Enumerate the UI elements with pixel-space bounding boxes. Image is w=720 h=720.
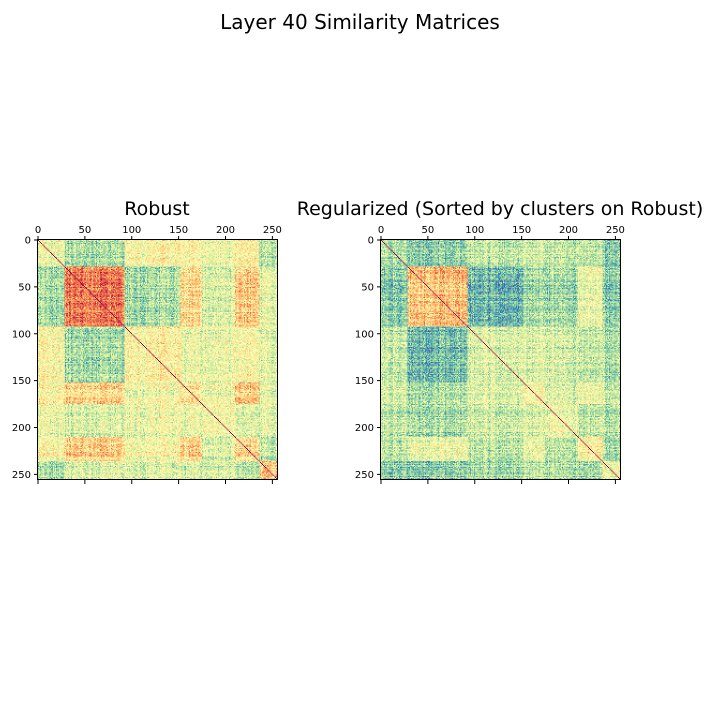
- robust-heatmap-title: Robust: [124, 198, 189, 220]
- robust-x-tick-label: 150: [169, 225, 188, 236]
- robust-y-tick-label: 50: [18, 282, 31, 293]
- regularized-y-tick-label: 100: [355, 329, 374, 340]
- robust-y-tick-label: 250: [12, 470, 31, 481]
- robust-heatmap-panel: Robust 0 50 100 150 200 250 0 50 100 150 200 250: [12, 198, 282, 484]
- regularized-y-tick-label: 0: [368, 236, 374, 247]
- regularized-similarity-matrix: [381, 240, 621, 480]
- robust-y-tick-label: 0: [25, 236, 31, 247]
- regularized-y-tick-label: 250: [355, 470, 374, 481]
- regularized-x-tick-label: 50: [422, 225, 435, 236]
- regularized-heatmap-ticks: 0 50 100 150 200 250 0 50 100 150 200 250: [355, 225, 625, 484]
- regularized-heatmap-panel: Regularized (Sorted by clusters on Robus…: [297, 198, 704, 484]
- robust-x-tick-label: 250: [263, 225, 282, 236]
- regularized-y-tick-label: 200: [355, 423, 374, 434]
- robust-x-tick-label: 100: [122, 225, 141, 236]
- robust-y-tick-label: 150: [12, 376, 31, 387]
- robust-y-tick-label: 100: [12, 329, 31, 340]
- regularized-x-tick-label: 150: [512, 225, 531, 236]
- robust-y-tick-label: 200: [12, 423, 31, 434]
- regularized-y-tick-label: 150: [355, 376, 374, 387]
- robust-similarity-matrix: [38, 240, 278, 480]
- regularized-x-tick-label: 200: [559, 225, 578, 236]
- regularized-x-tick-label: 100: [465, 225, 484, 236]
- robust-x-tick-label: 50: [79, 225, 92, 236]
- figure-title: Layer 40 Similarity Matrices: [220, 10, 500, 34]
- regularized-heatmap-title: Regularized (Sorted by clusters on Robus…: [297, 198, 704, 220]
- robust-heatmap-frame: [37, 239, 278, 480]
- regularized-x-tick-label: 0: [378, 225, 384, 236]
- regularized-y-tick-label: 50: [361, 282, 374, 293]
- robust-heatmap-ticks: 0 50 100 150 200 250 0 50 100 150 200 250: [12, 225, 282, 484]
- robust-x-tick-label: 200: [216, 225, 235, 236]
- robust-x-tick-label: 0: [35, 225, 41, 236]
- regularized-heatmap-frame: [380, 239, 621, 480]
- regularized-x-tick-label: 250: [606, 225, 625, 236]
